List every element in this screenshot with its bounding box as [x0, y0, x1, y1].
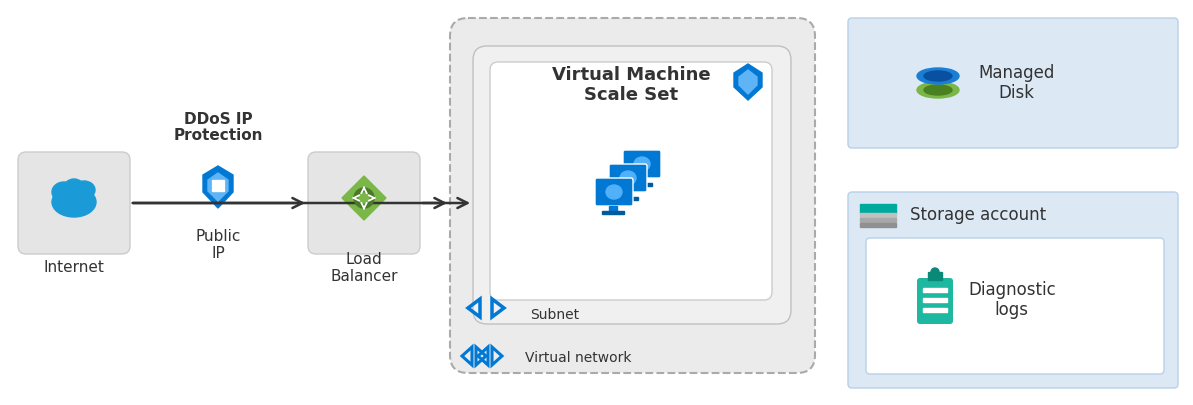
- Text: Protection: Protection: [173, 128, 262, 143]
- Ellipse shape: [52, 187, 95, 217]
- FancyBboxPatch shape: [608, 164, 647, 192]
- Bar: [623, 192, 631, 197]
- Ellipse shape: [64, 179, 84, 197]
- Bar: [212, 180, 224, 183]
- Polygon shape: [734, 64, 762, 100]
- FancyBboxPatch shape: [18, 152, 130, 254]
- Bar: [860, 204, 896, 213]
- Ellipse shape: [925, 71, 952, 81]
- FancyBboxPatch shape: [848, 192, 1177, 388]
- Bar: [928, 272, 942, 280]
- Text: Managed
Disk: Managed Disk: [978, 64, 1055, 102]
- Bar: [923, 308, 947, 312]
- Polygon shape: [738, 70, 758, 94]
- Circle shape: [359, 193, 369, 203]
- Ellipse shape: [606, 185, 622, 199]
- Text: Virtual network: Virtual network: [525, 351, 631, 365]
- Polygon shape: [208, 173, 228, 201]
- Bar: [923, 298, 947, 302]
- FancyBboxPatch shape: [595, 178, 633, 206]
- FancyBboxPatch shape: [866, 238, 1164, 374]
- Bar: [608, 206, 617, 211]
- Text: Internet: Internet: [44, 260, 105, 275]
- Bar: [860, 223, 896, 227]
- Text: DDoS IP: DDoS IP: [184, 113, 252, 128]
- Text: Public
IP: Public IP: [196, 229, 241, 261]
- Ellipse shape: [620, 171, 636, 185]
- Text: Storage account: Storage account: [910, 206, 1046, 224]
- Polygon shape: [342, 176, 387, 220]
- Circle shape: [354, 188, 373, 208]
- Polygon shape: [203, 166, 233, 208]
- Ellipse shape: [52, 182, 76, 202]
- Bar: [860, 213, 896, 217]
- FancyBboxPatch shape: [308, 152, 420, 254]
- FancyBboxPatch shape: [848, 18, 1177, 148]
- Ellipse shape: [633, 157, 650, 171]
- Bar: [602, 211, 624, 214]
- Bar: [637, 178, 645, 183]
- Ellipse shape: [925, 85, 952, 95]
- Bar: [630, 183, 653, 186]
- Text: Subnet: Subnet: [530, 308, 579, 322]
- FancyBboxPatch shape: [917, 278, 953, 324]
- Text: Virtual Machine
Scale Set: Virtual Machine Scale Set: [551, 66, 710, 104]
- Bar: [616, 197, 638, 200]
- Bar: [860, 218, 896, 222]
- FancyBboxPatch shape: [490, 62, 772, 300]
- Circle shape: [931, 268, 939, 276]
- FancyBboxPatch shape: [450, 18, 815, 373]
- Text: Diagnostic
logs: Diagnostic logs: [968, 281, 1056, 320]
- FancyBboxPatch shape: [472, 46, 791, 324]
- Bar: [212, 184, 224, 187]
- FancyBboxPatch shape: [623, 150, 661, 178]
- Bar: [923, 288, 947, 292]
- Ellipse shape: [73, 181, 95, 199]
- Ellipse shape: [917, 68, 959, 84]
- Bar: [212, 188, 224, 191]
- Text: Load
Balancer: Load Balancer: [330, 252, 397, 284]
- Ellipse shape: [917, 82, 959, 98]
